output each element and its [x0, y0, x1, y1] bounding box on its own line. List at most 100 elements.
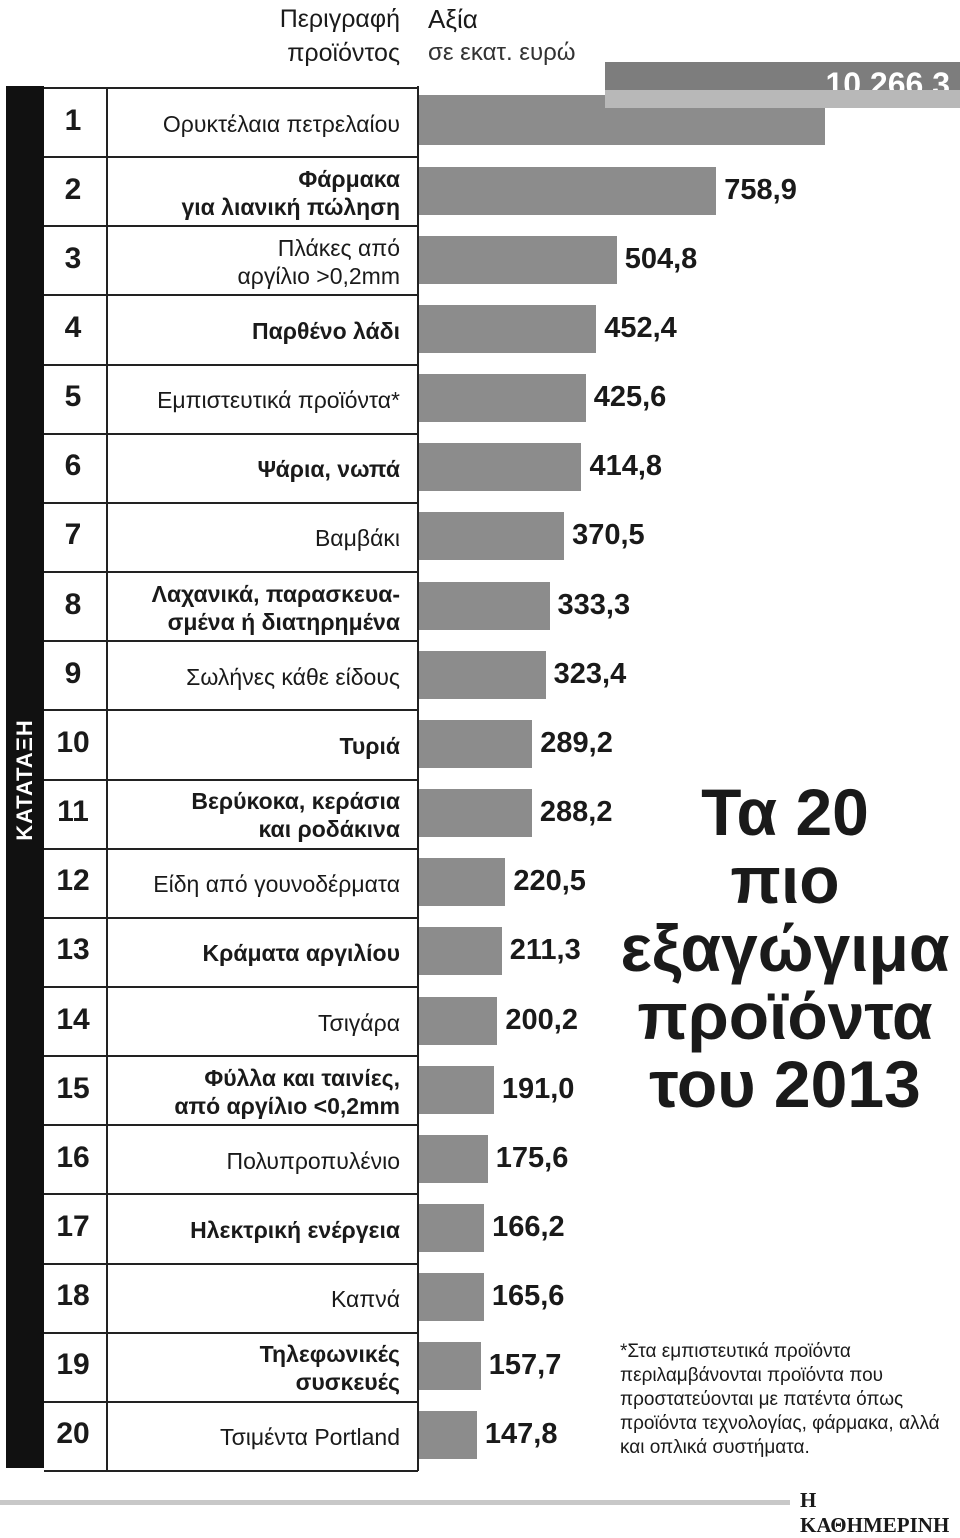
- product-label: Σωλήνες κάθε είδους: [112, 663, 400, 691]
- bar: [419, 95, 825, 145]
- bar-break-wedge: [605, 90, 960, 108]
- value-header-unit: σε εκατ. ευρώ: [428, 39, 576, 66]
- rank-strip: [6, 86, 44, 1468]
- description-column-header: Περιγραφή προϊόντος: [150, 2, 400, 70]
- row-divider: [44, 779, 418, 781]
- description-header-line: Περιγραφή: [279, 5, 400, 33]
- value-header-title: Αξία: [428, 4, 478, 34]
- product-label-line: Τυριά: [339, 732, 401, 759]
- bar-value-label: 758,9: [724, 173, 797, 206]
- product-label-line: για λιανική πώληση: [181, 193, 401, 220]
- bar: [419, 374, 586, 423]
- title-line: εξαγώγιμα: [620, 911, 950, 985]
- bar: [419, 650, 546, 699]
- rank-number: 8: [64, 587, 82, 621]
- product-label-line: Τσιμέντα Portland: [220, 1424, 400, 1451]
- product-label-line: Ηλεκτρική ενέργεια: [190, 1216, 400, 1243]
- bar: [419, 927, 502, 976]
- rank-number: 17: [56, 1209, 90, 1243]
- product-label-line: σμένα ή διατηρημένα: [167, 608, 400, 635]
- bar: [419, 235, 617, 284]
- bar: [419, 789, 532, 838]
- bar-value-label: 166,2: [492, 1210, 565, 1243]
- bar: [419, 305, 597, 354]
- rank-number: 11: [57, 795, 89, 829]
- bar: [419, 1411, 477, 1460]
- bar-value-label: 157,7: [488, 1349, 562, 1382]
- rank-number: 12: [56, 864, 90, 898]
- product-label-line: Σωλήνες κάθε είδους: [186, 663, 400, 690]
- bar-value-label: 323,4: [553, 657, 627, 690]
- rank-number: 6: [64, 449, 82, 483]
- product-label: Τηλεφωνικές συσκευές: [112, 1340, 400, 1396]
- bar-value-label: 425,6: [593, 381, 667, 414]
- rank-number: 15: [56, 1071, 90, 1105]
- row-divider: [44, 156, 418, 158]
- product-label-line: Εμπιστευτικά προϊόντα*: [157, 387, 400, 414]
- bar-value-label: 452,4: [604, 312, 677, 345]
- product-label: Λαχανικά, παρασκευα-σμένα ή διατηρημένα: [112, 580, 400, 636]
- bar-value-label: 289,2: [540, 726, 613, 759]
- product-label-line: και ροδάκινα: [258, 816, 401, 843]
- row-divider: [44, 1332, 418, 1334]
- product-label-line: Τσιγάρα: [317, 1009, 400, 1036]
- product-label-line: Τηλεφωνικές: [259, 1341, 400, 1368]
- product-label-line: Πλάκες από: [277, 234, 400, 261]
- bar: [419, 166, 717, 215]
- product-label-line: Είδη από γουνοδέρματα: [153, 871, 400, 898]
- rank-number: 1: [64, 103, 82, 137]
- rank-number: 4: [64, 311, 82, 345]
- product-label-line: Παρθένο λάδι: [251, 318, 400, 345]
- product-label-line: Κράματα αργιλίου: [202, 940, 400, 967]
- row-divider: [44, 640, 418, 642]
- row-divider: [44, 1193, 418, 1195]
- rank-column-divider: [106, 87, 108, 1470]
- row-divider: [44, 502, 418, 504]
- product-label-line: Βαμβάκι: [314, 525, 400, 552]
- bar-value-label: 165,6: [491, 1280, 565, 1313]
- rank-number: 16: [56, 1140, 90, 1174]
- product-label: Κράματα αργιλίου: [112, 939, 400, 967]
- row-divider: [44, 709, 418, 711]
- first-bar-broken: [419, 90, 960, 145]
- product-label-line: Βερύκοκα, κεράσια: [191, 788, 400, 815]
- row-divider: [44, 571, 418, 573]
- bar-value-label: 200,2: [505, 1003, 578, 1036]
- product-label-line: Φύλλα και ταινίες,: [204, 1064, 400, 1091]
- row-divider: [44, 1055, 418, 1057]
- bar-value-label: 191,0: [501, 1072, 575, 1105]
- row-divider: [44, 294, 418, 296]
- product-label: Φάρμακα για λιανική πώληση: [112, 165, 401, 221]
- rank-number: 19: [56, 1348, 90, 1382]
- bar-value-label: 147,8: [484, 1418, 558, 1451]
- row-divider: [44, 1124, 418, 1126]
- product-label: Καπνά: [112, 1285, 400, 1313]
- row-divider: [44, 848, 418, 850]
- bar: [419, 1203, 485, 1252]
- rank-number: 20: [56, 1417, 90, 1451]
- row-divider: [44, 225, 418, 227]
- rank-strip-label: ΚΑΤΑΤΑΞΗ: [12, 719, 37, 841]
- row-divider: [44, 433, 418, 435]
- bar-value-label: 333,3: [557, 588, 631, 621]
- bar: [419, 719, 533, 768]
- product-label: Τσιγάρα: [112, 1009, 400, 1037]
- product-label: Τυριά: [112, 732, 401, 760]
- row-divider: [44, 986, 418, 988]
- description-header-line: προϊόντος: [287, 39, 400, 67]
- product-label-line: Ορυκτέλαια πετρελαίου: [162, 110, 400, 137]
- product-label-line: Πολυπροπυλένιο: [226, 1147, 400, 1174]
- bar: [419, 1134, 488, 1183]
- product-label: Βερύκοκα, κεράσια και ροδάκινα: [112, 787, 400, 843]
- bar: [419, 996, 498, 1045]
- bar-value-label: 220,5: [513, 865, 586, 898]
- row-divider: [44, 1401, 418, 1403]
- bar: [419, 1065, 494, 1114]
- rank-number: 10: [56, 725, 90, 759]
- product-label: Ηλεκτρική ενέργεια: [112, 1216, 400, 1244]
- bar-value-label: 288,2: [539, 796, 613, 829]
- product-label: Πολυπροπυλένιο: [112, 1147, 400, 1175]
- product-label: Ψάρια, νωπά: [112, 455, 400, 483]
- bar: [419, 858, 506, 907]
- bar-value-label: 211,3: [509, 934, 581, 967]
